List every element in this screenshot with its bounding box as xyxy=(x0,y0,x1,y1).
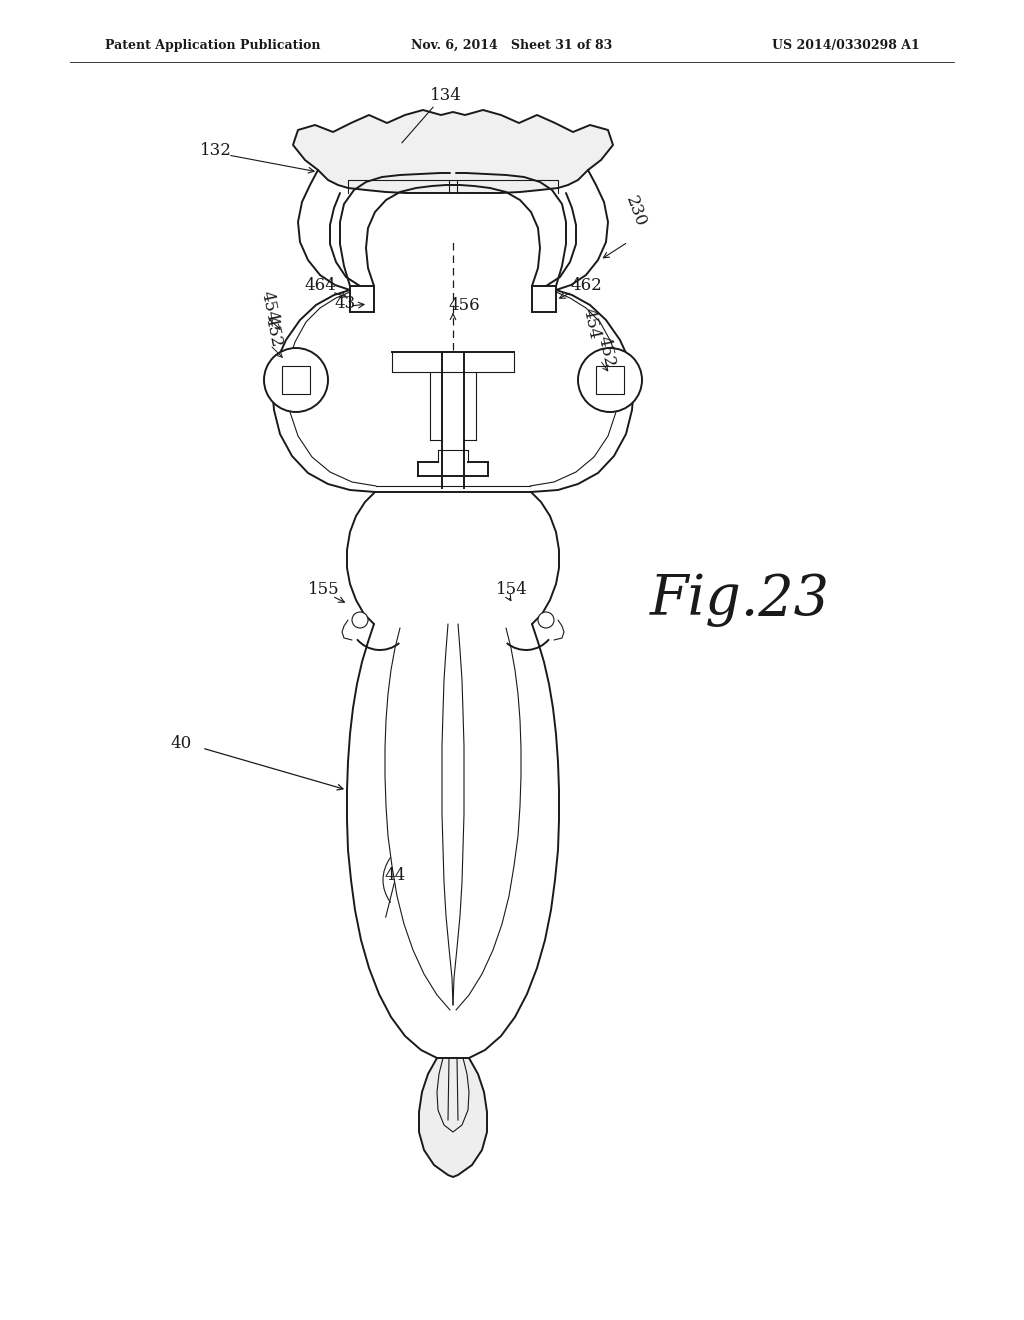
Bar xyxy=(532,286,556,312)
Polygon shape xyxy=(293,110,613,193)
Circle shape xyxy=(578,348,642,412)
Circle shape xyxy=(264,348,328,412)
Text: Patent Application Publication: Patent Application Publication xyxy=(105,38,321,51)
Text: 454: 454 xyxy=(580,306,603,341)
Text: 40: 40 xyxy=(170,735,191,752)
Text: 155: 155 xyxy=(308,581,340,598)
Polygon shape xyxy=(419,1059,487,1177)
Text: 44: 44 xyxy=(384,867,406,884)
Bar xyxy=(350,286,374,312)
Text: 452: 452 xyxy=(262,314,286,348)
Text: 154: 154 xyxy=(496,581,527,598)
Text: 132: 132 xyxy=(200,143,231,158)
Text: 230: 230 xyxy=(622,193,649,228)
Text: 452: 452 xyxy=(595,334,618,370)
Bar xyxy=(596,366,624,393)
Text: 462: 462 xyxy=(570,277,602,294)
Bar xyxy=(282,366,310,393)
Text: 454: 454 xyxy=(258,289,282,323)
Text: Nov. 6, 2014   Sheet 31 of 83: Nov. 6, 2014 Sheet 31 of 83 xyxy=(412,38,612,51)
Text: US 2014/0330298 A1: US 2014/0330298 A1 xyxy=(772,38,920,51)
Text: 456: 456 xyxy=(449,297,479,314)
Text: Fig.23: Fig.23 xyxy=(650,573,829,627)
Text: 134: 134 xyxy=(430,87,462,104)
Circle shape xyxy=(352,612,368,628)
Text: 43: 43 xyxy=(334,294,355,312)
Text: 464: 464 xyxy=(304,277,336,294)
Circle shape xyxy=(538,612,554,628)
